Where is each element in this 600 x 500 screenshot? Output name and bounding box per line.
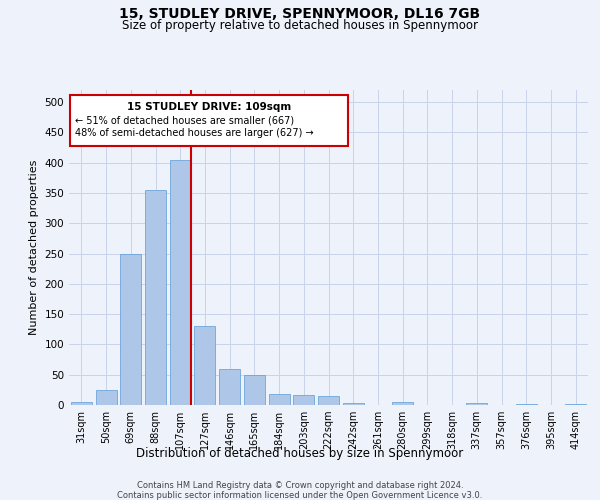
Bar [170,160,191,405]
Text: Contains public sector information licensed under the Open Government Licence v3: Contains public sector information licen… [118,491,482,500]
Text: 15 STUDLEY DRIVE: 109sqm: 15 STUDLEY DRIVE: 109sqm [127,102,292,112]
Text: 15, STUDLEY DRIVE, SPENNYMOOR, DL16 7GB: 15, STUDLEY DRIVE, SPENNYMOOR, DL16 7GB [119,8,481,22]
Bar [71,402,92,405]
Bar [293,394,314,405]
Bar [145,190,166,405]
Bar [95,390,116,405]
Bar [343,403,364,405]
Bar [244,374,265,405]
Y-axis label: Number of detached properties: Number of detached properties [29,160,39,335]
Bar [120,254,141,405]
Bar [269,394,290,405]
Bar [194,326,215,405]
FancyBboxPatch shape [70,95,348,146]
Bar [219,368,240,405]
Text: Distribution of detached houses by size in Spennymoor: Distribution of detached houses by size … [136,448,464,460]
Text: ← 51% of detached houses are smaller (667): ← 51% of detached houses are smaller (66… [76,116,295,126]
Text: Contains HM Land Registry data © Crown copyright and database right 2024.: Contains HM Land Registry data © Crown c… [137,481,463,490]
Bar [516,404,537,405]
Bar [466,403,487,405]
Text: Size of property relative to detached houses in Spennymoor: Size of property relative to detached ho… [122,19,478,32]
Bar [565,404,586,405]
Bar [392,402,413,405]
Bar [318,396,339,405]
Text: 48% of semi-detached houses are larger (627) →: 48% of semi-detached houses are larger (… [76,128,314,138]
